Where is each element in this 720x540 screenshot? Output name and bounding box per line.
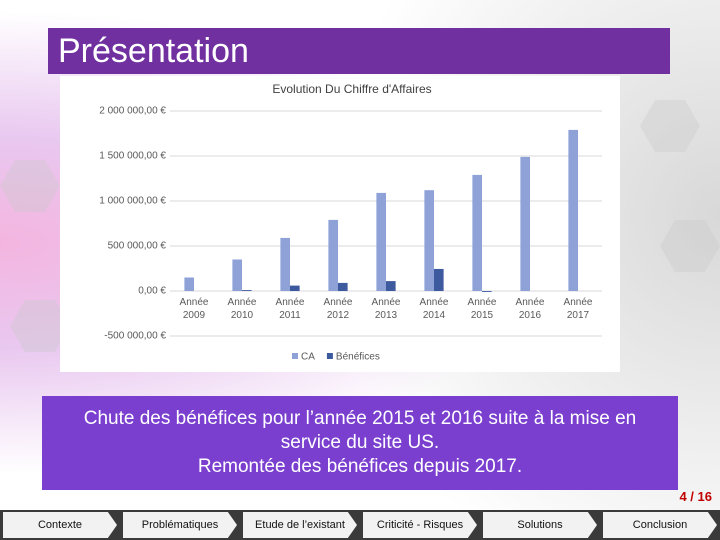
text-paragraph: Chute des bénéfices pour l’année 2015 et… bbox=[83, 408, 637, 453]
nav-tab[interactable]: Solutions bbox=[483, 512, 597, 538]
slide-title: Présentation bbox=[48, 28, 670, 74]
y-tick-label: 500 000,00 € bbox=[108, 241, 167, 252]
legend-swatch bbox=[326, 353, 333, 359]
bar bbox=[184, 277, 194, 291]
bar bbox=[290, 285, 300, 291]
bar bbox=[376, 192, 386, 291]
legend-label: Bénéfices bbox=[336, 352, 380, 363]
chart-title: Evolution Du Chiffre d'Affaires bbox=[272, 82, 431, 96]
x-tick-label: Année 2014 bbox=[419, 297, 449, 321]
bar bbox=[482, 291, 492, 292]
y-tick-label: -500 000,00 € bbox=[104, 331, 166, 342]
nav-tab[interactable]: Problématiques bbox=[123, 512, 237, 538]
x-tick-label: Année 2015 bbox=[467, 297, 497, 321]
nav-tab[interactable]: Conclusion bbox=[603, 512, 717, 538]
bar bbox=[328, 219, 338, 291]
chart-area bbox=[60, 76, 620, 372]
bar bbox=[424, 190, 434, 291]
x-tick-label: Année 2016 bbox=[515, 297, 545, 321]
x-tick-label: Année 2017 bbox=[563, 297, 593, 321]
bar bbox=[520, 156, 530, 291]
nav-bar: Contexte Problématiques Etude de l’existan… bbox=[0, 510, 720, 540]
text-box: Chute des bénéfices pour l’année 2015 et… bbox=[42, 396, 678, 490]
nav-tab[interactable]: Criticité - Risques bbox=[363, 512, 477, 538]
x-tick-label: Année 2010 bbox=[227, 297, 257, 321]
x-tick-label: Année 2012 bbox=[323, 297, 353, 321]
nav-tab[interactable]: Etude de l’existant bbox=[243, 512, 357, 538]
y-tick-label: 1 000 000,00 € bbox=[99, 196, 166, 207]
nav-tab[interactable]: Contexte bbox=[3, 512, 117, 538]
bar bbox=[386, 281, 396, 291]
y-tick-label: 2 000 000,00 € bbox=[99, 106, 166, 117]
page-number: 4 / 16 bbox=[679, 489, 712, 504]
bar bbox=[568, 129, 578, 291]
x-tick-label: Année 2011 bbox=[275, 297, 305, 321]
bar bbox=[472, 174, 482, 291]
x-tick-label: Année 2013 bbox=[371, 297, 401, 321]
legend-label: CA bbox=[301, 352, 315, 363]
legend-swatch bbox=[292, 353, 298, 359]
decoration bbox=[0, 160, 60, 212]
bar bbox=[338, 282, 348, 291]
bar bbox=[232, 259, 242, 291]
bar bbox=[434, 268, 444, 291]
y-tick-label: 0,00 € bbox=[138, 286, 166, 297]
text-paragraph: Remontée des bénéfices depuis 2017. bbox=[197, 456, 523, 477]
bar bbox=[242, 290, 252, 291]
x-tick-label: Année 2009 bbox=[179, 297, 209, 321]
y-tick-label: 1 500 000,00 € bbox=[99, 151, 166, 162]
bar bbox=[280, 237, 290, 291]
